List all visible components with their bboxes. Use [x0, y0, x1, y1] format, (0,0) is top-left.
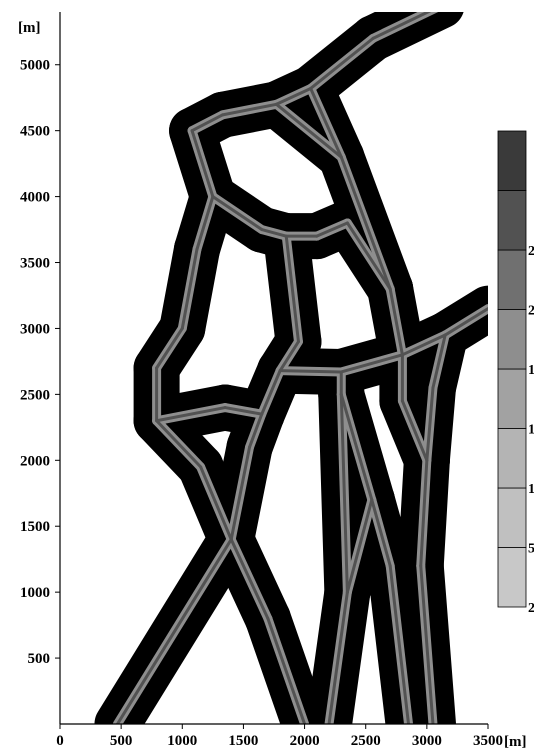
- x-tick-label: 3500: [473, 733, 503, 749]
- core-band-segment-1: [309, 36, 375, 90]
- core-band-segment-11: [223, 406, 264, 416]
- core-band-segment-21: [211, 195, 264, 232]
- core-band-segment-34: [419, 458, 429, 568]
- core-band-segment-10: [155, 406, 227, 423]
- colorbar-segment-5: [497, 249, 527, 310]
- colorbar-segment-7: [497, 130, 527, 191]
- y-tick-label: 3000: [20, 321, 50, 337]
- core-band-segment-0: [371, 12, 432, 40]
- x-tick-label: 3000: [412, 733, 442, 749]
- core-band-segment-44: [199, 465, 233, 541]
- band-core: [115, 12, 488, 724]
- core-band-segment-26: [284, 234, 300, 344]
- colorbar-segment-6: [497, 190, 527, 251]
- y-tick-label: 1000: [20, 585, 50, 601]
- colorbar-segment-1: [497, 487, 527, 548]
- core-band-segment-37: [425, 386, 435, 462]
- y-tick-label: 500: [28, 651, 51, 667]
- core-band-segment-25: [345, 221, 392, 291]
- core-band-segment-39: [229, 445, 252, 541]
- core-band-segment-22: [260, 228, 288, 238]
- core-band-segment-18: [339, 155, 392, 291]
- colorbar-segment-3: [497, 368, 527, 429]
- core-band-segment-12: [260, 369, 282, 416]
- colorbar-segment-4: [497, 309, 527, 370]
- core-band-segment-30: [370, 498, 392, 568]
- core-band-segment-33: [400, 399, 429, 462]
- core-band-segment-27: [278, 340, 300, 373]
- x-tick-label: 2000: [290, 733, 320, 749]
- y-tick-label: 2000: [20, 453, 50, 469]
- x-tick-label: 2500: [351, 733, 381, 749]
- colorbar-label-4: 1: [528, 363, 534, 378]
- core-band-segment-29: [339, 392, 374, 502]
- core-band-segment-41: [266, 617, 307, 724]
- x-tick-label: 0: [56, 733, 64, 749]
- core-band-segment-2: [274, 86, 313, 106]
- core-band-segment-46: [327, 590, 349, 724]
- core-band-segment-24: [315, 221, 349, 238]
- core-band-segment-5: [190, 129, 215, 199]
- y-unit-label: [m]: [18, 20, 41, 36]
- colorbar-label-5: 2: [528, 304, 534, 319]
- x-tick-label: 1000: [167, 733, 197, 749]
- core-band-segment-36: [431, 333, 447, 390]
- core-band-segment-42: [115, 537, 233, 724]
- core-band-segment-31: [388, 564, 411, 724]
- core-band-segment-6: [195, 195, 215, 251]
- x-tick-label: 500: [110, 733, 133, 749]
- core-band-segment-43: [155, 419, 203, 469]
- colorbar-label-2: 1: [528, 482, 534, 497]
- x-axis-ticks: 0 500 1000 1500 2000 2500 3000 3500: [56, 724, 503, 749]
- x-tick-label: 1500: [228, 733, 258, 749]
- colorbar: 2 5 1 1 1 2 2: [497, 130, 534, 616]
- y-tick-label: 2500: [20, 387, 50, 403]
- colorbar-label-6: 2: [528, 244, 534, 259]
- core-band-segment-47: [345, 498, 374, 594]
- core-band-segment-7: [180, 247, 199, 330]
- colorbar-label-0: 2: [528, 601, 534, 616]
- core-band-segment-20: [274, 102, 343, 159]
- core-band-segment-8: [155, 326, 184, 370]
- core-band-segment-38: [248, 412, 264, 449]
- core-band-segment-15: [400, 333, 447, 357]
- core-band-segment-3: [221, 102, 278, 117]
- core-band-segment-40: [229, 537, 270, 621]
- core-band-segment-19: [309, 86, 343, 159]
- core-band-segment-14: [339, 353, 404, 374]
- core-band-segment-13: [278, 369, 343, 374]
- x-unit-label: [m]: [504, 734, 527, 749]
- y-tick-label: 4500: [20, 124, 50, 140]
- core-band-segment-17: [388, 287, 404, 357]
- colorbar-label-1: 5: [528, 542, 534, 557]
- y-tick-label: 3500: [20, 256, 50, 272]
- y-tick-label: 5000: [20, 58, 50, 74]
- y-axis-ticks: 500 1000 1500 2000 2500 3000 3500 4000 4500 5000: [20, 58, 60, 667]
- colorbar-segment-2: [497, 428, 527, 489]
- core-band-segment-16: [443, 307, 488, 337]
- core-band-segment-35: [419, 564, 435, 724]
- y-tick-label: 4000: [20, 190, 50, 206]
- y-tick-label: 1500: [20, 519, 50, 535]
- colorbar-label-3: 1: [528, 423, 534, 438]
- contour-field: [94, 12, 488, 724]
- colorbar-segment-0: [497, 547, 527, 608]
- core-band-segment-45: [339, 392, 349, 594]
- core-band-segment-4: [190, 113, 225, 133]
